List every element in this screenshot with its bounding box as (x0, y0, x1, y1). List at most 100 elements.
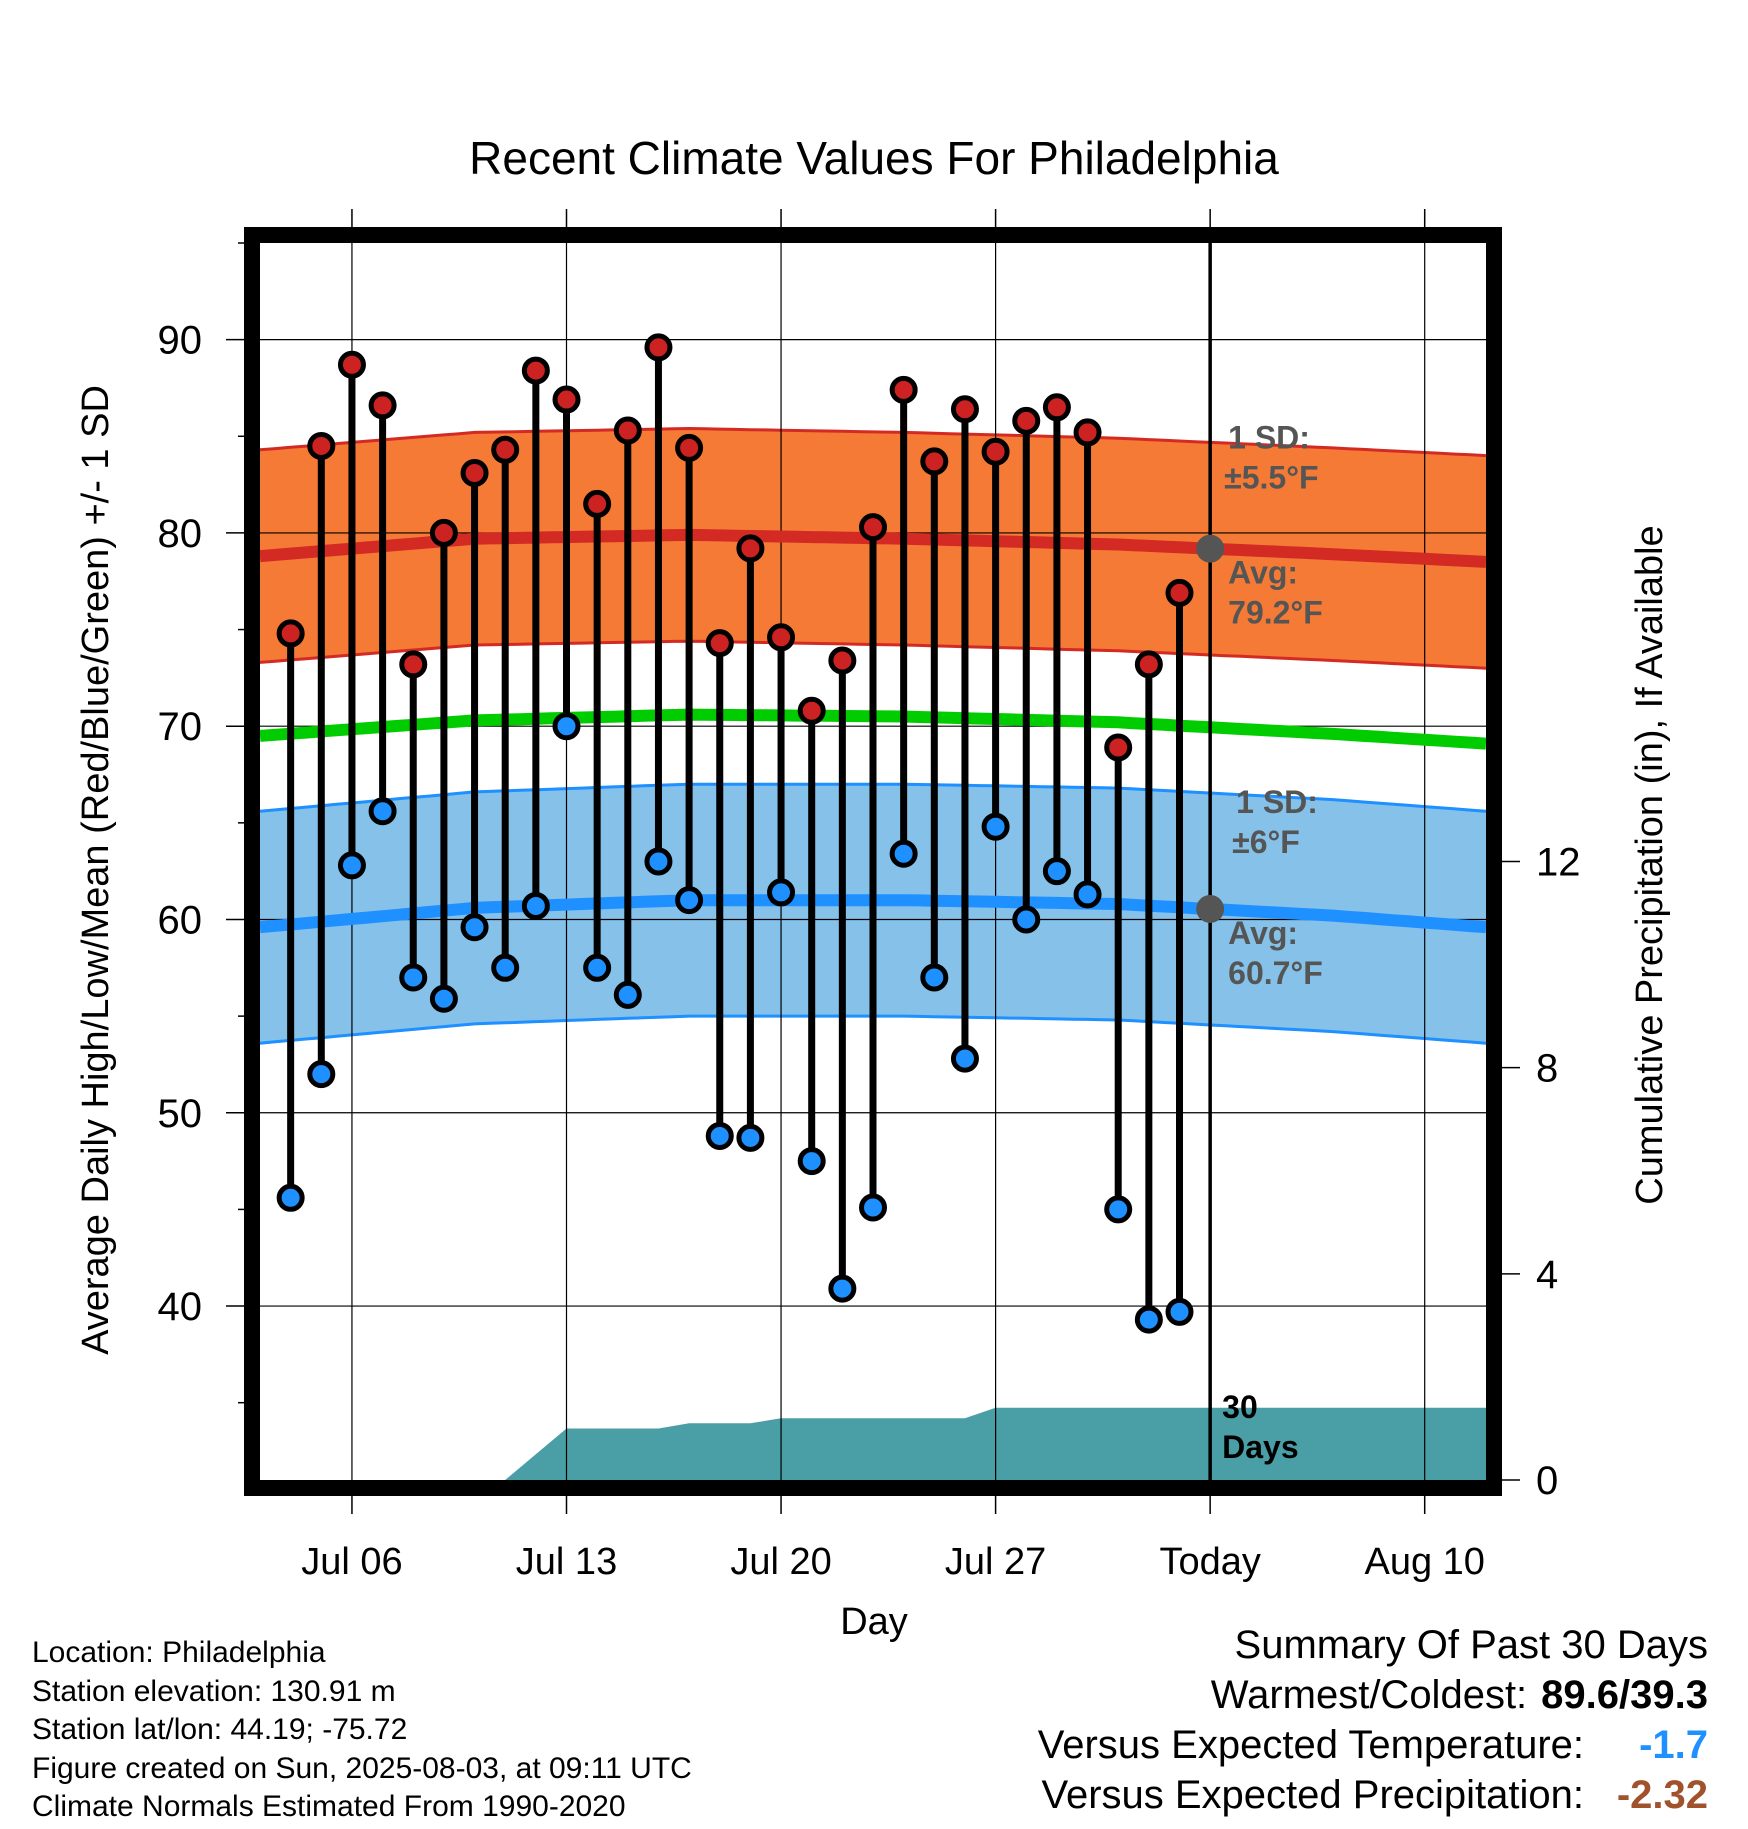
daily-high-point (889, 375, 918, 404)
high-sd-value: ±5.5°F (1224, 459, 1318, 495)
daily-high-point (828, 646, 857, 675)
plot-area: 1 SD: ±5.5°F Avg: 79.2°F 1 SD: ±6°F Avg: 60.7°F… (158, 209, 1581, 1583)
daily-low-point (889, 839, 918, 868)
daily-low-point (276, 1183, 305, 1212)
daily-low-point (705, 1121, 734, 1150)
y-tick-label: 90 (158, 319, 203, 363)
temp-value: -1.7 (1639, 1723, 1708, 1767)
daily-high-point (1073, 418, 1102, 447)
daily-high-point (1042, 393, 1071, 422)
daily-high-point (583, 489, 612, 518)
station-info: Location: Philadelphia Station elevation… (32, 1634, 692, 1827)
latlon-text: Station lat/lon: 44.19; -75.72 (32, 1713, 408, 1746)
high-sd-label: 1 SD: (1228, 419, 1310, 455)
location-text: Location: Philadelphia (32, 1636, 326, 1669)
low-sd-value: ±6°F (1232, 824, 1300, 860)
daily-high-point (950, 395, 979, 424)
daily-high-point (859, 513, 887, 542)
daily-high-point (307, 431, 336, 460)
daily-high-point (1165, 578, 1194, 607)
y-tick-label: 80 (158, 512, 203, 556)
daily-high-point (368, 391, 397, 420)
daily-low-point (337, 851, 366, 880)
y-axis-right-label: Cumulative Precipitation (in), If Availa… (1629, 525, 1671, 1204)
low-average-marker (1196, 894, 1225, 923)
elevation-text: Station elevation: 130.91 m (32, 1674, 396, 1708)
high-avg-value: 79.2°F (1228, 595, 1323, 631)
daily-high-point (736, 534, 765, 563)
daily-high-point (797, 696, 826, 725)
warm-cold-label: Warmest/Coldest: (1210, 1673, 1528, 1717)
daily-low-point (828, 1274, 857, 1303)
daily-high-point (460, 459, 489, 488)
daily-high-point (1134, 650, 1163, 679)
y-tick-label: 50 (158, 1092, 203, 1136)
daily-low-point (950, 1044, 979, 1073)
daily-low-point (583, 953, 612, 982)
y-tick-label: 60 (158, 898, 203, 942)
daily-low-point (767, 878, 796, 907)
created-text: Figure created on Sun, 2025-08-03, at 09… (32, 1751, 692, 1785)
daily-high-point (613, 416, 642, 445)
normals-text: Climate Normals Estimated From 1990-2020 (32, 1790, 626, 1823)
daily-low-point (797, 1147, 826, 1176)
x-tick-label: Jul 27 (945, 1541, 1046, 1583)
low-avg-label: Avg: (1228, 915, 1298, 951)
y2-tick-label: 4 (1536, 1253, 1558, 1297)
x-axis-label: Day (840, 1601, 908, 1643)
daily-high-point (491, 435, 520, 464)
low-sd-label: 1 SD: (1236, 784, 1318, 820)
daily-high-point (644, 333, 673, 362)
y-tick-label: 40 (158, 1285, 203, 1329)
daily-high-point (552, 385, 581, 414)
summary-temperature: Versus Expected Temperature: -1.7 (1038, 1720, 1708, 1770)
daily-high-point (399, 650, 428, 679)
x-tick-label: Jul 20 (730, 1541, 831, 1583)
y-axis-left-label: Average Daily High/Low/Mean (Red/Blue/Gr… (75, 385, 117, 1355)
daily-low-point (552, 712, 581, 741)
daily-low-point (307, 1060, 336, 1089)
daily-high-point (920, 447, 949, 476)
x-tick-label: Aug 10 (1364, 1541, 1484, 1583)
summary-precipitation: Versus Expected Precipitation: -2.32 (1038, 1770, 1708, 1820)
precip-value: -2.32 (1616, 1773, 1708, 1817)
daily-low-point (613, 980, 642, 1009)
daily-low-point (1134, 1305, 1163, 1334)
daily-high-point (1012, 406, 1041, 435)
daily-low-point (981, 812, 1010, 841)
daily-high-point (705, 629, 734, 658)
daily-low-point (399, 963, 428, 992)
low-avg-value: 60.7°F (1228, 955, 1323, 991)
y2-tick-label: 0 (1536, 1459, 1558, 1503)
daily-low-point (460, 913, 489, 942)
daily-low-point (429, 984, 458, 1013)
days-count-label: 30 (1222, 1389, 1258, 1425)
warm-cold-value: 89.6/39.3 (1541, 1673, 1708, 1717)
days-unit-label: Days (1222, 1429, 1299, 1465)
daily-low-point (491, 953, 520, 982)
daily-low-point (1042, 857, 1071, 886)
daily-low-point (368, 797, 397, 826)
temp-label: Versus Expected Temperature: (1037, 1723, 1584, 1767)
y2-tick-label: 12 (1536, 841, 1581, 885)
summary-panel: Summary Of Past 30 Days Warmest/Coldest:… (1038, 1620, 1708, 1820)
high-upper-edge (260, 426, 1486, 458)
daily-low-point (1104, 1195, 1133, 1224)
summary-heading: Summary Of Past 30 Days (1234, 1623, 1708, 1667)
daily-high-point (521, 356, 550, 385)
precip-label: Versus Expected Precipitation: (1041, 1773, 1584, 1817)
daily-high-point (429, 518, 458, 547)
daily-high-point (675, 433, 704, 462)
daily-low-point (675, 886, 704, 915)
chart-title: Recent Climate Values For Philadelphia (469, 132, 1279, 184)
y2-tick-label: 8 (1536, 1047, 1558, 1091)
daily-low-point (521, 891, 550, 920)
daily-high-point (981, 437, 1010, 466)
daily-low-point (1012, 905, 1041, 934)
summary-warm-cold: Warmest/Coldest: 89.6/39.3 (1038, 1670, 1708, 1720)
daily-low-point (644, 847, 673, 876)
daily-low-point (1073, 880, 1102, 909)
y-tick-label: 70 (158, 705, 203, 749)
daily-low-point (920, 963, 949, 992)
